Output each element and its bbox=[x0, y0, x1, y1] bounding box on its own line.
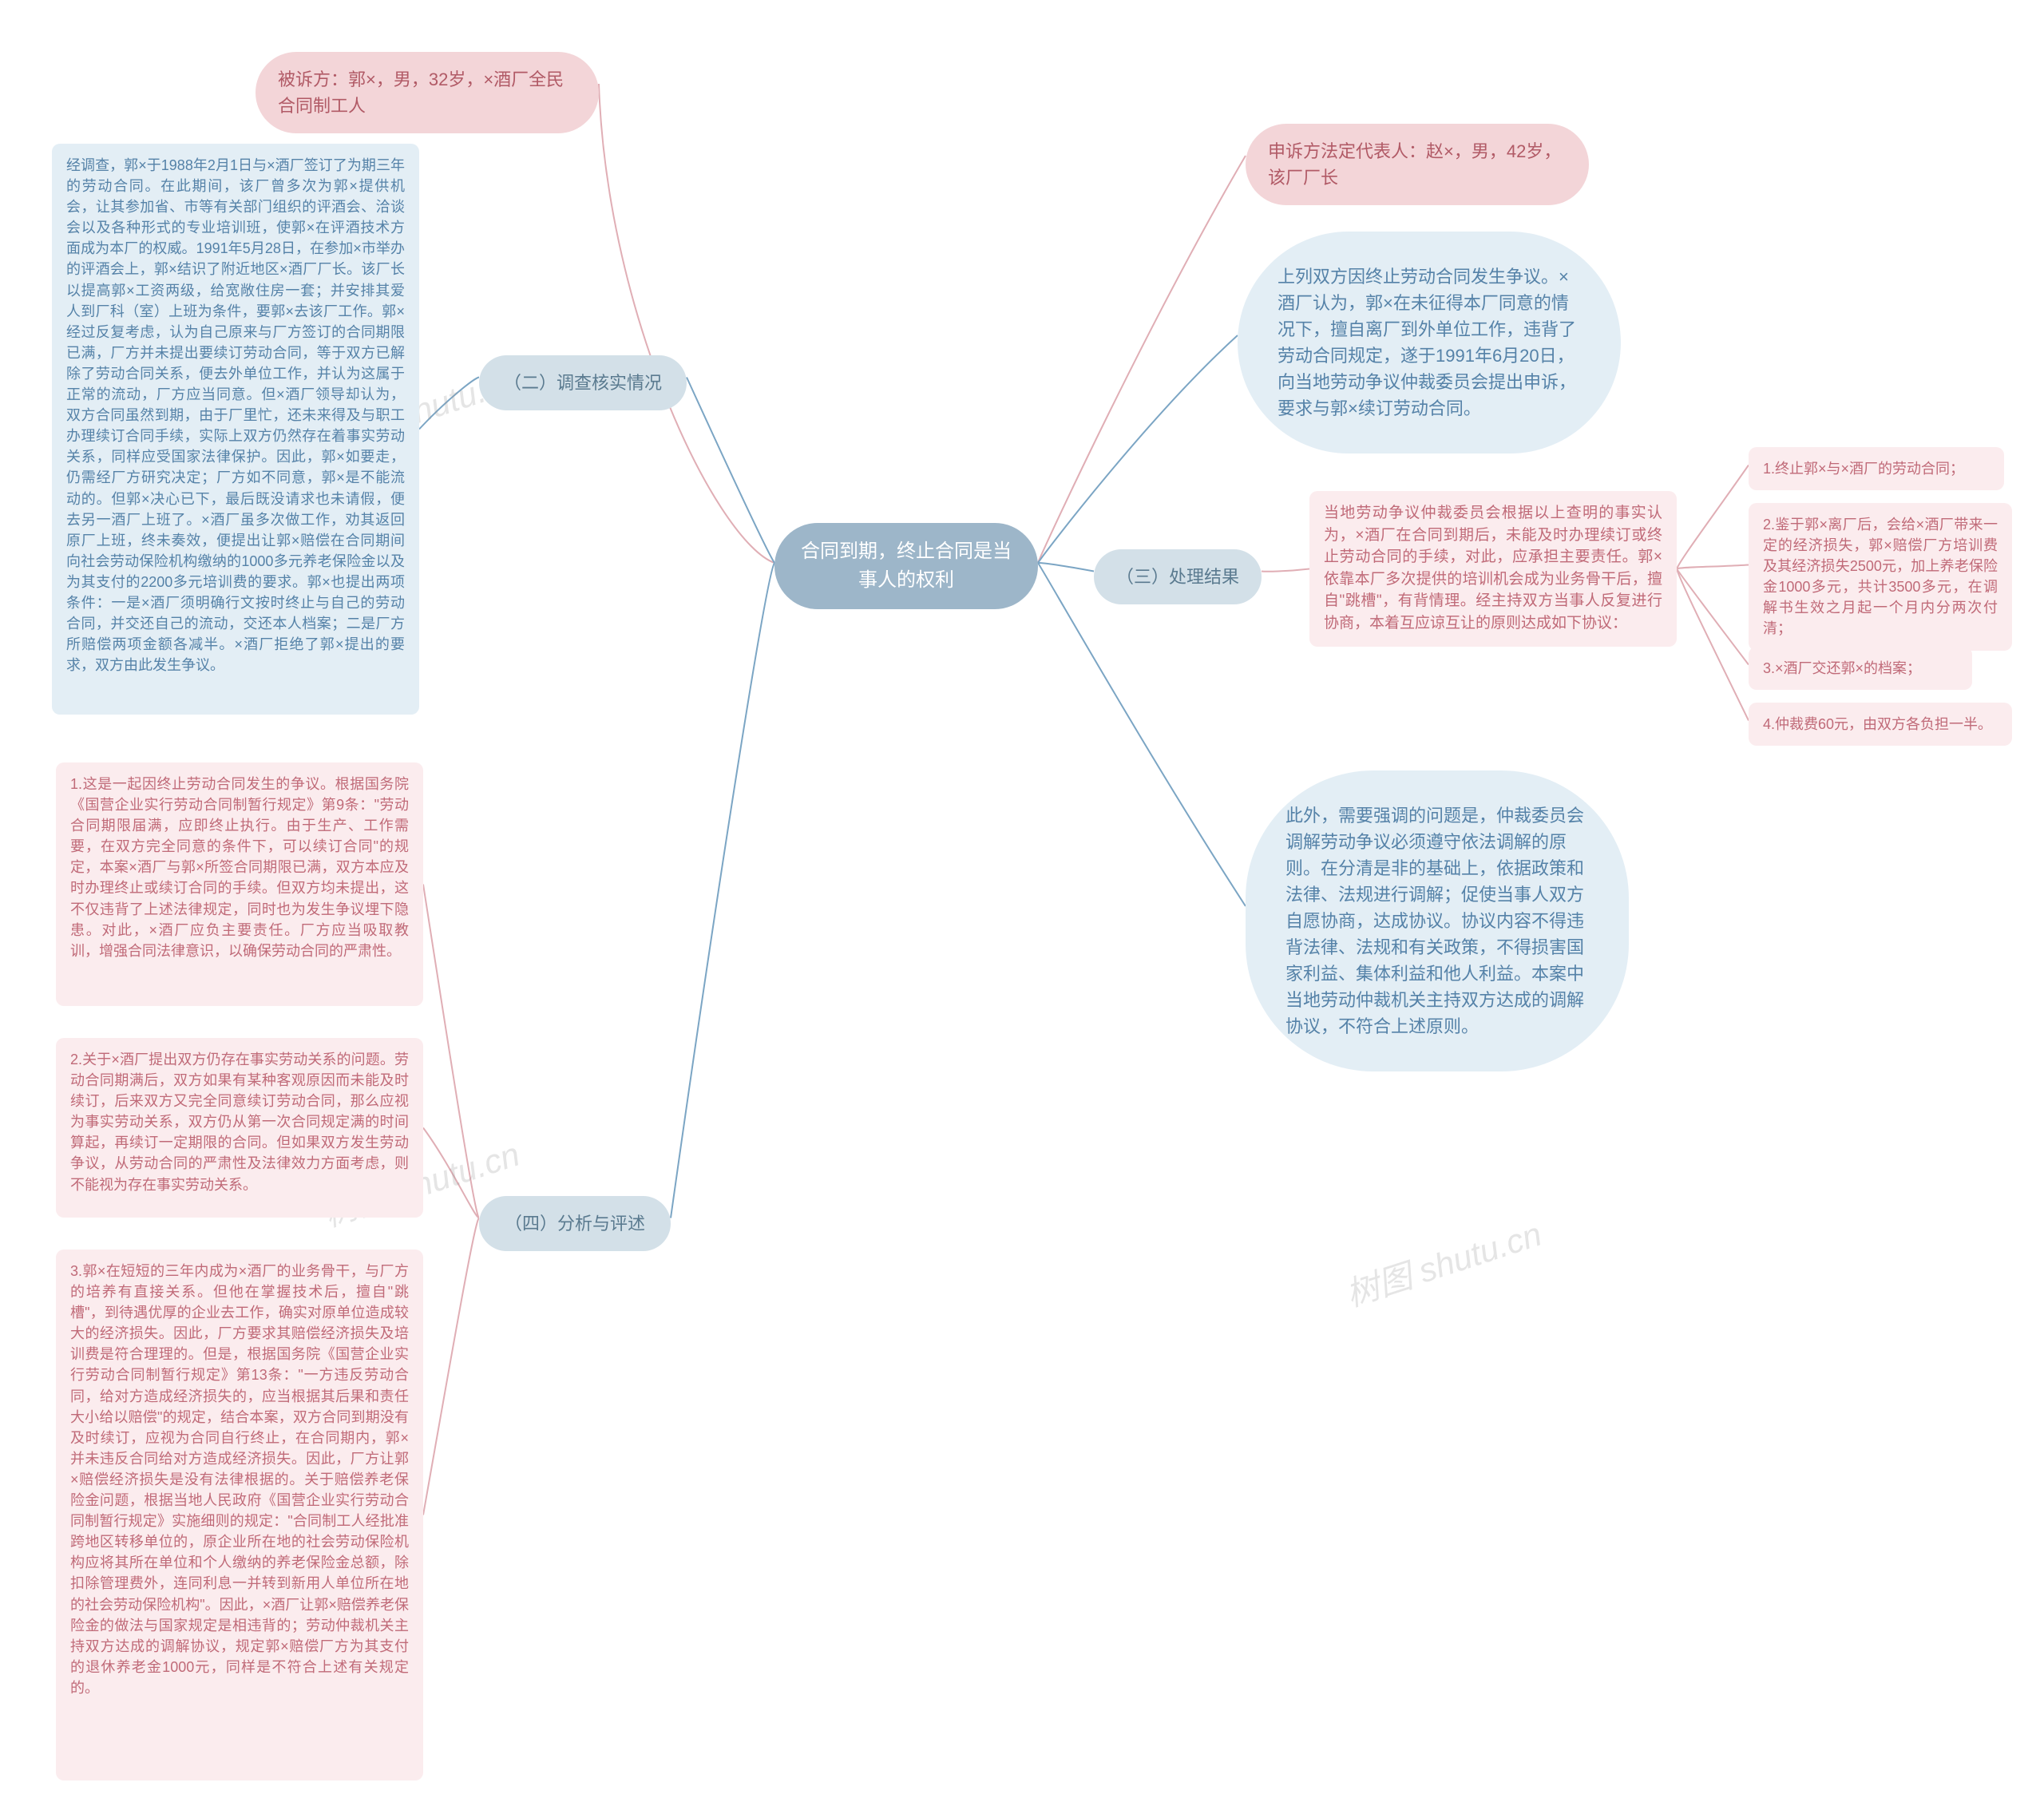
result-main: 当地劳动争议仲裁委员会根据以上查明的事实认为，×酒厂在合同到期后，未能及时办理续… bbox=[1309, 491, 1677, 647]
section-result: （三）处理结果 bbox=[1094, 549, 1262, 604]
dispute-node: 上列双方因终止劳动合同发生争议。×酒厂认为，郭×在未征得本厂同意的情况下，擅自离… bbox=[1238, 232, 1621, 453]
respondent-node: 被诉方：郭×，男，32岁，×酒厂全民合同制工人 bbox=[256, 52, 599, 133]
result-item-1: 1.终止郭×与×酒厂的劳动合同； bbox=[1749, 447, 2004, 490]
center-text: 合同到期，终止合同是当事人的权利 bbox=[797, 537, 1016, 595]
investigation-detail: 经调查，郭×于1988年2月1日与×酒厂签订了为期三年的劳动合同。在此期间，该厂… bbox=[52, 144, 419, 715]
watermark: 树图 shutu.cn bbox=[1339, 1207, 1547, 1317]
section-analysis: （四）分析与评述 bbox=[479, 1196, 671, 1251]
result-item-3: 3.×酒厂交还郭×的档案； bbox=[1749, 647, 1972, 690]
emphasize-node: 此外，需要强调的问题是，仲裁委员会调解劳动争议必须遵守依法调解的原则。在分清是非… bbox=[1246, 770, 1629, 1071]
analysis-item-3: 3.郭×在短短的三年内成为×酒厂的业务骨干，与厂方的培养有直接关系。但他在掌握技… bbox=[56, 1250, 423, 1780]
result-item-4: 4.仲裁费60元，由双方各负担一半。 bbox=[1749, 703, 2012, 746]
analysis-item-1: 1.这是一起因终止劳动合同发生的争议。根据国务院《国营企业实行劳动合同制暂行规定… bbox=[56, 762, 423, 1006]
center-node: 合同到期，终止合同是当事人的权利 bbox=[774, 523, 1038, 609]
analysis-item-2: 2.关于×酒厂提出双方仍存在事实劳动关系的问题。劳动合同期满后，双方如果有某种客… bbox=[56, 1038, 423, 1218]
result-item-2: 2.鉴于郭×离厂后，会给×酒厂带来一定的经济损失，郭×赔偿厂方培训费及其经济损失… bbox=[1749, 503, 2012, 651]
section-investigation: （二）调查核实情况 bbox=[479, 355, 687, 410]
petitioner-node: 申诉方法定代表人：赵×，男，42岁，该厂厂长 bbox=[1246, 124, 1589, 205]
